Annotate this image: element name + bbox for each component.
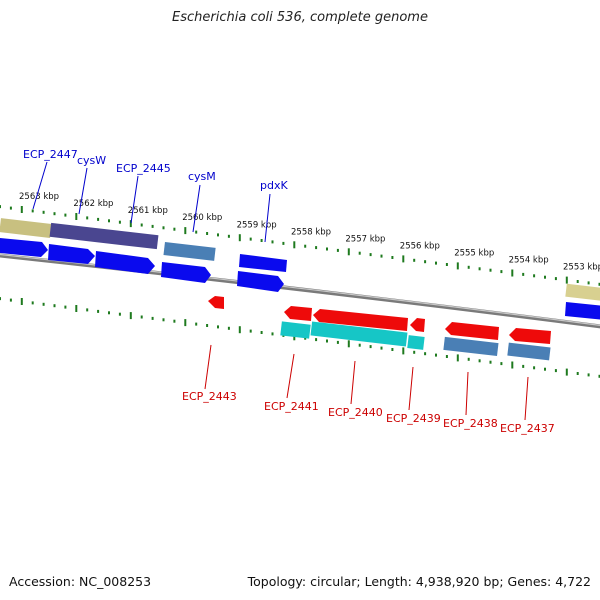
gene-arrow[interactable] <box>410 318 425 332</box>
gene-arrow[interactable] <box>237 271 284 292</box>
gene-label[interactable]: ECP_2437 <box>500 422 555 435</box>
accession-text: Accession: NC_008253 <box>9 574 152 589</box>
gene-arrow[interactable] <box>208 296 224 309</box>
gene-callout-line <box>130 175 139 224</box>
gene-callout-line <box>32 161 48 210</box>
scale-label: 2556 kbp <box>400 241 440 251</box>
gene-callout-line <box>192 184 201 233</box>
genome-backbone <box>0 253 600 329</box>
cds-feature[interactable] <box>407 335 425 350</box>
gene-arrow[interactable] <box>0 238 48 257</box>
gene-label[interactable]: cysM <box>188 170 216 183</box>
cds-feature[interactable] <box>280 321 311 339</box>
scale-labels: 2563 kbp 2562 kbp 2561 kbp 2560 kbp 2559 kbp… <box>19 192 600 273</box>
gene-label[interactable]: ECP_2438 <box>443 417 498 430</box>
scale-label: 2557 kbp <box>345 234 385 244</box>
scale-label: 2555 kbp <box>454 249 494 259</box>
reverse-cds-features <box>280 321 551 361</box>
gene-callout-line <box>286 353 295 399</box>
scale-label: 2558 kbp <box>291 227 331 237</box>
gene-callout-line <box>524 376 529 421</box>
cds-feature[interactable] <box>310 321 408 347</box>
outer-tick-track <box>0 205 600 286</box>
gene-callout-line <box>408 366 414 411</box>
forward-gene-arrows <box>0 238 600 320</box>
cds-feature[interactable] <box>49 222 159 250</box>
cds-feature[interactable] <box>163 242 216 261</box>
gene-callout-line <box>204 344 212 390</box>
genome-backbone-highlight <box>0 253 600 326</box>
gene-arrow[interactable] <box>48 244 95 264</box>
gene-callout-line <box>465 371 469 416</box>
scale-label: 2563 kbp <box>19 192 59 202</box>
gene-label[interactable]: cysW <box>77 154 106 167</box>
gene-label[interactable]: ECP_2443 <box>182 390 237 403</box>
scale-label: 2561 kbp <box>128 206 168 216</box>
gene-callout-line <box>78 167 88 215</box>
gene-arrow[interactable] <box>161 262 211 283</box>
gene-callout-line <box>264 193 271 243</box>
gene-arrow[interactable] <box>565 302 600 320</box>
gene-callout-line <box>350 360 356 405</box>
scale-label: 2554 kbp <box>509 256 549 266</box>
gene-label[interactable]: ECP_2439 <box>386 412 441 425</box>
forward-cds-features <box>0 218 600 302</box>
genome-summary-text: Topology: circular; Length: 4,938,920 bp… <box>247 574 591 589</box>
gene-arrow[interactable] <box>313 309 408 331</box>
reverse-gene-labels: ECP_2443 ECP_2441 ECP_2440 ECP_2439 ECP_… <box>182 344 555 435</box>
cds-feature[interactable] <box>0 218 52 238</box>
gene-arrow[interactable] <box>445 322 499 340</box>
gene-label[interactable]: ECP_2445 <box>116 162 171 175</box>
cds-feature[interactable] <box>565 283 600 302</box>
cds-feature[interactable] <box>443 336 499 357</box>
gene-label[interactable]: ECP_2440 <box>328 406 383 419</box>
gene-label[interactable]: ECP_2441 <box>264 400 319 413</box>
scale-label: 2553 kbp <box>563 263 600 273</box>
reverse-gene-arrows <box>208 296 551 344</box>
cds-feature[interactable] <box>507 342 551 361</box>
gene-arrow[interactable] <box>509 328 551 344</box>
scale-label: 2562 kbp <box>73 199 113 209</box>
forward-gene-labels: ECP_2447 cysW ECP_2445 cysM pdxK <box>23 148 288 243</box>
gene-arrow[interactable] <box>284 306 312 321</box>
map-title: Escherichia coli 536, complete genome <box>172 10 428 25</box>
scale-label: 2560 kbp <box>182 213 222 223</box>
gene-label[interactable]: pdxK <box>260 179 288 192</box>
scale-label: 2559 kbp <box>237 220 277 230</box>
gene-label[interactable]: ECP_2447 <box>23 148 78 161</box>
gene-arrow[interactable] <box>95 251 155 274</box>
gene-arrow[interactable] <box>239 254 287 272</box>
